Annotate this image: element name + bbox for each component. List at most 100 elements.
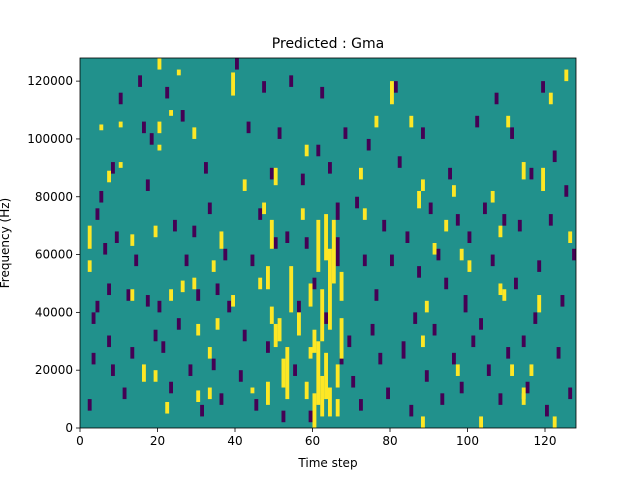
high-value-cell	[180, 280, 185, 293]
low-value-cell	[157, 300, 162, 313]
high-value-cell	[266, 266, 270, 290]
low-value-cell	[359, 399, 363, 411]
high-value-cell	[459, 248, 464, 261]
low-value-cell	[483, 202, 487, 215]
high-value-cell	[157, 144, 162, 151]
high-value-cell	[324, 352, 328, 400]
low-value-cell	[545, 404, 549, 417]
high-value-cell	[452, 185, 456, 197]
low-value-cell	[211, 358, 216, 371]
high-value-cell	[362, 208, 367, 220]
high-value-cell	[273, 167, 278, 186]
high-value-cell	[316, 219, 321, 272]
high-value-cell	[479, 416, 483, 428]
high-value-cell	[521, 162, 526, 180]
x-tick-label: 20	[150, 434, 165, 448]
high-value-cell	[215, 318, 220, 330]
chart-title: Predicted : Gma	[272, 36, 384, 52]
low-value-cell	[514, 277, 518, 290]
high-value-cell	[196, 390, 201, 402]
low-value-cell	[300, 173, 305, 186]
low-value-cell	[409, 404, 414, 417]
low-value-cell	[452, 352, 456, 365]
low-value-cell	[560, 295, 565, 307]
high-value-cell	[118, 121, 123, 128]
low-value-cell	[266, 341, 270, 353]
high-value-cell	[424, 300, 429, 313]
low-value-cell	[486, 364, 491, 376]
low-value-cell	[176, 318, 181, 330]
high-value-cell	[328, 387, 332, 417]
low-value-cell	[285, 231, 290, 243]
high-value-cell	[207, 387, 212, 400]
low-value-cell	[91, 352, 96, 365]
low-value-cell	[355, 196, 359, 209]
low-value-cell	[510, 127, 514, 139]
high-value-cell	[390, 81, 394, 105]
low-value-cell	[428, 202, 433, 215]
low-value-cell	[529, 167, 534, 180]
y-tick-label: 120000	[27, 74, 73, 88]
low-value-cell	[312, 277, 317, 290]
high-value-cell	[281, 358, 286, 388]
x-tick-label: 0	[76, 434, 84, 448]
low-value-cell	[362, 254, 367, 267]
low-value-cell	[328, 162, 332, 174]
x-tick-label: 60	[305, 434, 320, 448]
low-value-cell	[126, 289, 131, 301]
y-tick-label: 0	[65, 421, 73, 435]
low-value-cell	[107, 335, 111, 348]
high-value-cell	[312, 329, 317, 353]
low-value-cell	[138, 75, 142, 87]
low-value-cell	[149, 133, 154, 145]
low-value-cell	[533, 312, 538, 324]
low-value-cell	[161, 341, 166, 353]
low-value-cell	[111, 162, 115, 174]
high-value-cell	[320, 375, 325, 417]
low-value-cell	[494, 92, 499, 105]
heatmap-plot-area	[80, 58, 576, 428]
high-value-cell	[273, 323, 278, 348]
low-value-cell	[517, 219, 522, 232]
low-value-cell	[572, 248, 576, 261]
high-value-cell	[552, 416, 557, 428]
low-value-cell	[401, 341, 406, 359]
high-value-cell	[510, 364, 514, 376]
high-value-cell	[289, 266, 294, 313]
low-value-cell	[130, 347, 135, 359]
low-value-cell	[479, 318, 483, 330]
low-value-cell	[440, 393, 445, 405]
low-value-cell	[145, 295, 150, 307]
high-value-cell	[176, 69, 181, 76]
high-value-cell	[99, 124, 104, 131]
low-value-cell	[134, 254, 139, 267]
high-value-cell	[130, 289, 135, 301]
high-value-cell	[455, 364, 460, 376]
low-value-cell	[498, 393, 503, 405]
high-value-cell	[417, 190, 421, 209]
low-value-cell	[250, 254, 255, 267]
high-value-cell	[165, 401, 170, 414]
high-value-cell	[506, 115, 511, 128]
low-value-cell	[378, 352, 383, 365]
y-tick-label: 40000	[35, 305, 73, 319]
low-value-cell	[223, 248, 228, 261]
low-value-cell	[293, 364, 297, 376]
low-value-cell	[521, 335, 526, 348]
high-value-cell	[130, 234, 135, 246]
high-value-cell	[421, 179, 425, 191]
low-value-cell	[99, 190, 104, 203]
low-value-cell	[145, 179, 150, 191]
low-value-cell	[374, 289, 379, 301]
high-value-cell	[169, 289, 173, 301]
y-axis-ticks: 0 20000 40000 60000 80000 100000 120000	[27, 74, 80, 435]
high-value-cell	[498, 225, 503, 238]
high-value-cell	[157, 121, 162, 134]
low-value-cell	[436, 248, 441, 261]
high-value-cell	[316, 341, 321, 405]
low-value-cell	[304, 237, 309, 249]
low-value-cell	[107, 283, 111, 296]
high-value-cell	[444, 219, 449, 232]
low-value-cell	[324, 312, 328, 324]
